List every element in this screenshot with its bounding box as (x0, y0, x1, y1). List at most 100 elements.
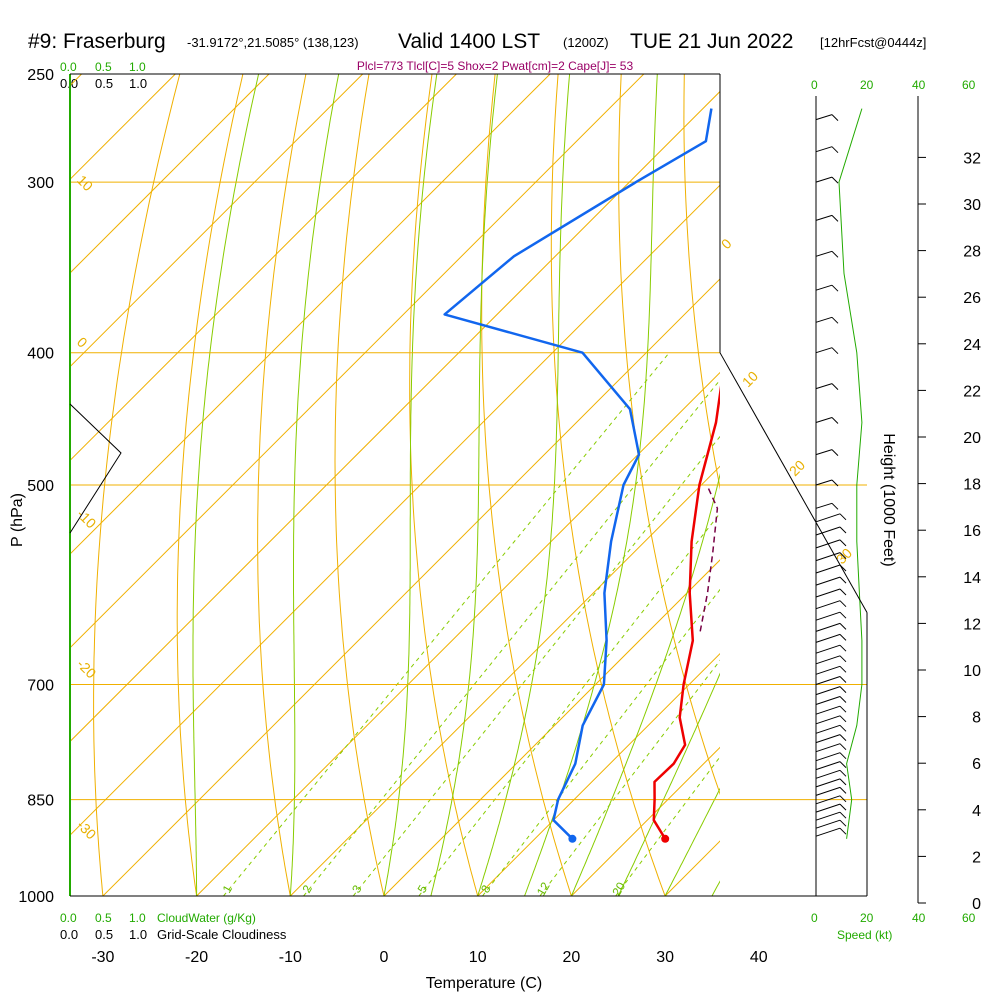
isotherm-line (70, 74, 457, 462)
dewpoint-line (443, 108, 713, 840)
wind-barb (815, 513, 841, 523)
wind-barb (815, 611, 841, 621)
wind-barb (815, 284, 833, 291)
cloudiness-tick: 0.5 (95, 927, 113, 942)
parcel-line (699, 484, 719, 632)
wind-barb-flag (839, 752, 847, 760)
temperature-tick-label: -20 (185, 949, 208, 966)
wind-barb (815, 743, 841, 753)
wind-barb-flag (839, 778, 847, 786)
wind-barb-flag (831, 502, 839, 510)
height-tick-label: 0 (972, 896, 981, 913)
wind-barb-flag (839, 611, 847, 619)
wind-barb (815, 449, 833, 456)
wind-barb-flag (839, 819, 847, 827)
wind-barb-flag (831, 449, 839, 456)
wind-barb-flag (839, 513, 847, 521)
speed-tick: 40 (912, 911, 926, 925)
wind-barb-flag (839, 623, 847, 630)
height-tick-label: 2 (972, 849, 981, 866)
wind-panel (815, 96, 863, 896)
height-tick-label: 20 (963, 430, 981, 447)
x-axis-title: Temperature (C) (426, 975, 542, 992)
temperature-line (652, 385, 720, 840)
height-tick-label: 8 (972, 710, 981, 727)
pressure-tick-label: 700 (27, 678, 54, 695)
moist-adiabat-line (430, 74, 498, 896)
cloudwater-tick: 0.5 (95, 911, 112, 925)
height-tick-label: 10 (963, 663, 981, 680)
mixing-ratio-line (352, 435, 720, 896)
wind-barb-flag (839, 576, 847, 584)
moist-adiabat-line (617, 672, 720, 896)
temperature-tick-label: 20 (563, 949, 581, 966)
wind-barb-flag (839, 696, 847, 703)
wind-barb (815, 114, 833, 121)
wind-barb-flag (839, 665, 847, 673)
cloudwater-tick: 0.0 (60, 60, 77, 74)
wind-barb-flag (839, 552, 847, 559)
wind-barb-flag (839, 644, 847, 652)
wind-barb-flag (839, 803, 847, 811)
isotherm-line (477, 652, 720, 896)
pressure-tick-label: 250 (27, 67, 54, 84)
dry-adiabat-line (550, 74, 666, 896)
dry-adiabat-line (176, 74, 244, 896)
cloudwater-label: CloudWater (g/Kg) (157, 911, 256, 925)
wind-barb-flag (839, 655, 847, 663)
wind-barb-flag (839, 795, 847, 803)
wind-barb (815, 686, 841, 696)
temperature-tick-label: 40 (750, 949, 768, 966)
surface-dewpoint-point (568, 834, 577, 843)
temperature-tick-label: 30 (656, 949, 674, 966)
moist-adiabat-line (383, 74, 438, 896)
temperature-tick-label: -30 (91, 949, 114, 966)
cloudiness-tick: 0.0 (60, 927, 78, 942)
isobar-lines (70, 73, 867, 897)
mixing-ratio-line (418, 512, 720, 896)
utc-time: (1200Z) (563, 35, 609, 50)
mixing-ratio-line (539, 659, 720, 896)
valid-date: TUE 21 Jun 2022 (630, 30, 793, 53)
height-tick-label: 6 (972, 756, 981, 773)
wind-barb (815, 676, 841, 685)
wind-barb-flag (831, 250, 839, 258)
dry-adiabat-line (409, 74, 479, 896)
mixing-ratio-line (223, 352, 670, 896)
speed-tick: 20 (860, 911, 874, 925)
wind-barb (815, 778, 841, 788)
height-tick-label: 24 (963, 337, 981, 354)
temperature-tick-label: 0 (380, 949, 389, 966)
height-axis-title: Height (1000 Feet) (880, 433, 897, 566)
wind-barb (815, 214, 833, 221)
wind-barb (815, 633, 841, 643)
height-tick-label: 18 (963, 477, 981, 494)
forecast-info: [12hrFcst@0444z] (820, 35, 926, 50)
wind-barb (815, 769, 841, 779)
cloudwater-tick: 1.0 (129, 911, 146, 925)
wind-barb (815, 526, 841, 536)
wind-barb (815, 705, 841, 715)
cloudwater-scale-bottom: 0.0 0.5 1.0 CloudWater (g/Kg) 0.0 0.5 1.… (60, 911, 287, 942)
sounding-profiles (443, 108, 720, 843)
wind-barb (815, 803, 841, 813)
surface-temperature-point (661, 834, 670, 843)
isotherm-label: 10 (739, 368, 761, 390)
wind-barb (815, 786, 841, 796)
wind-barb (815, 655, 841, 665)
wind-barb-flag (831, 176, 839, 184)
wind-barb-flag (839, 743, 847, 751)
cloudwater-scale-top: 0.0 0.5 1.0 0.0 0.5 1.0 (60, 60, 147, 91)
cloudwater-tick: 0.0 (60, 911, 77, 925)
moist-adiabat-line (477, 74, 571, 896)
wind-barb-flag (839, 676, 847, 683)
dry-adiabat-line (481, 74, 572, 896)
wind-barb-flag (831, 417, 839, 424)
wind-barb (815, 383, 833, 390)
speed-tick: 40 (912, 78, 926, 92)
moist-adiabat-line (289, 74, 340, 896)
cloudiness-tick: 0.5 (95, 76, 113, 91)
height-tick-label: 4 (972, 803, 981, 820)
wind-barb (815, 417, 833, 423)
